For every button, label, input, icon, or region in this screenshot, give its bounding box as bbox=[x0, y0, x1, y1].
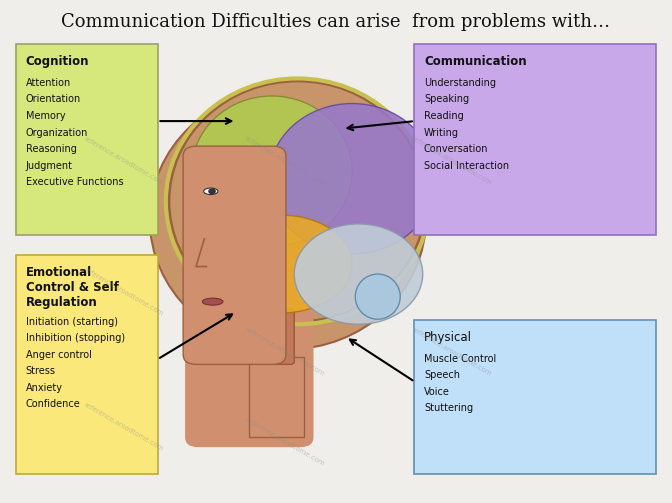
Ellipse shape bbox=[202, 298, 223, 305]
FancyBboxPatch shape bbox=[415, 44, 656, 235]
Text: Emotional
Control & Self
Regulation: Emotional Control & Self Regulation bbox=[26, 266, 119, 308]
Text: Voice: Voice bbox=[424, 387, 450, 397]
Text: reference.aroadtome.com: reference.aroadtome.com bbox=[411, 136, 493, 187]
Text: Stress: Stress bbox=[26, 366, 56, 376]
FancyBboxPatch shape bbox=[183, 146, 286, 364]
Text: Attention: Attention bbox=[26, 78, 71, 88]
Text: Social Interaction: Social Interaction bbox=[424, 160, 509, 171]
Ellipse shape bbox=[269, 104, 435, 254]
Circle shape bbox=[208, 188, 216, 194]
Ellipse shape bbox=[211, 215, 352, 313]
Text: Understanding: Understanding bbox=[424, 78, 496, 88]
Ellipse shape bbox=[150, 89, 426, 349]
Text: Communication Difficulties can arise  from problems with…: Communication Difficulties can arise fro… bbox=[61, 13, 611, 31]
Text: reference.aroadtome.com: reference.aroadtome.com bbox=[244, 326, 325, 377]
Ellipse shape bbox=[189, 211, 207, 236]
Text: Speaking: Speaking bbox=[424, 95, 469, 105]
Text: Initiation (starting): Initiation (starting) bbox=[26, 317, 118, 327]
Text: reference.aroadtome.com: reference.aroadtome.com bbox=[244, 136, 325, 187]
Text: Judgment: Judgment bbox=[26, 160, 73, 171]
Text: Cognition: Cognition bbox=[26, 55, 89, 68]
Text: Reasoning: Reasoning bbox=[26, 144, 77, 154]
Text: Memory: Memory bbox=[26, 111, 65, 121]
Text: Muscle Control: Muscle Control bbox=[424, 354, 496, 364]
FancyBboxPatch shape bbox=[269, 309, 294, 364]
Circle shape bbox=[294, 224, 423, 324]
FancyBboxPatch shape bbox=[185, 166, 314, 447]
Text: Writing: Writing bbox=[424, 128, 459, 138]
Text: Executive Functions: Executive Functions bbox=[26, 177, 124, 187]
FancyBboxPatch shape bbox=[249, 357, 304, 437]
Ellipse shape bbox=[192, 96, 352, 246]
Text: Speech: Speech bbox=[424, 370, 460, 380]
Text: reference.aroadtome.com: reference.aroadtome.com bbox=[83, 267, 165, 317]
Text: reference.aroadtome.com: reference.aroadtome.com bbox=[411, 326, 493, 377]
Text: Organization: Organization bbox=[26, 128, 88, 138]
Text: Physical: Physical bbox=[424, 331, 472, 344]
FancyBboxPatch shape bbox=[16, 255, 158, 474]
Text: Inhibition (stopping): Inhibition (stopping) bbox=[26, 333, 125, 343]
Text: reference.aroadtome.com: reference.aroadtome.com bbox=[244, 417, 325, 467]
Text: Reading: Reading bbox=[424, 111, 464, 121]
Text: Communication: Communication bbox=[424, 55, 527, 68]
Ellipse shape bbox=[169, 81, 426, 322]
Text: reference.aroadtome.com: reference.aroadtome.com bbox=[83, 402, 165, 452]
FancyBboxPatch shape bbox=[415, 320, 656, 474]
Text: Anger control: Anger control bbox=[26, 350, 91, 360]
Text: Anxiety: Anxiety bbox=[26, 383, 62, 393]
FancyBboxPatch shape bbox=[16, 44, 158, 235]
Text: Confidence: Confidence bbox=[26, 399, 81, 409]
Text: Conversation: Conversation bbox=[424, 144, 489, 154]
Text: reference.aroadtome.com: reference.aroadtome.com bbox=[83, 136, 165, 187]
Text: Orientation: Orientation bbox=[26, 95, 81, 105]
Ellipse shape bbox=[204, 188, 218, 195]
Ellipse shape bbox=[355, 274, 401, 319]
Text: Stuttering: Stuttering bbox=[424, 403, 473, 413]
